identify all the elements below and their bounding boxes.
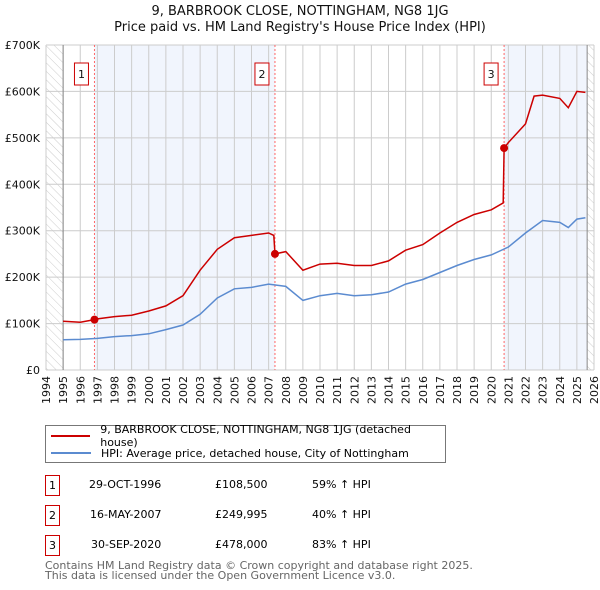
y-tick-label: £0 — [26, 364, 40, 377]
sale-marker-label: 1 — [78, 68, 85, 81]
footer-licence: This data is licensed under the Open Gov… — [45, 569, 396, 582]
x-tick-label: 2015 — [400, 376, 413, 404]
sale-marker-badge: 3 — [45, 535, 60, 556]
y-tick-label: £200K — [5, 271, 41, 284]
y-tick-label: £300K — [5, 225, 41, 238]
sale-point — [90, 315, 99, 324]
x-tick-label: 2021 — [502, 376, 515, 404]
sale-marker-box — [483, 62, 499, 86]
sale-date: 30-SEP-2020 — [91, 538, 162, 551]
x-tick-label: 2020 — [485, 376, 498, 404]
sale-marker-label: 3 — [488, 68, 495, 81]
legend-label: 9, BARBROOK CLOSE, NOTTINGHAM, NG8 1JG (… — [100, 423, 411, 449]
x-tick-label: 1995 — [57, 376, 70, 404]
x-tick-label: 2011 — [331, 376, 344, 404]
y-tick-label: £400K — [5, 178, 41, 191]
x-tick-label: 2017 — [434, 376, 447, 404]
x-tick-label: 2018 — [451, 376, 464, 404]
y-tick-label: £600K — [5, 85, 41, 98]
sale-price: £249,995 — [215, 508, 268, 521]
x-tick-label: 2012 — [348, 376, 361, 404]
shaded-ownership-period — [504, 45, 588, 370]
chart-title: 9, BARBROOK CLOSE, NOTTINGHAM, NG8 1JG — [151, 4, 449, 19]
chart-subtitle: Price paid vs. HM Land Registry's House … — [114, 20, 486, 35]
x-tick-label: 2003 — [194, 376, 207, 404]
shaded-ownership-period — [94, 45, 275, 370]
series-line-hpi — [63, 216, 586, 341]
chart-plot: 1994 1995 1996 1997 1998 1999 2000 2001 2002 2003… — [5, 39, 600, 404]
sale-date: 29-OCT-1996 — [89, 478, 162, 491]
x-tick-label: 2024 — [554, 376, 567, 404]
sale-date: 16-MAY-2007 — [90, 508, 162, 521]
x-tick-label: 2005 — [228, 376, 241, 404]
sale-marker-box — [254, 62, 270, 86]
sale-price: £108,500 — [215, 478, 268, 491]
y-tick-label: £100K — [5, 318, 41, 331]
sale-point — [270, 249, 279, 258]
sale-point — [500, 144, 509, 153]
footer-copyright: Contains HM Land Registry data © Crown c… — [45, 559, 473, 572]
sale-row: 3 30-SEP-2020 £478,000 83% ↑ HPI — [45, 535, 465, 556]
x-tick-label: 2013 — [365, 376, 378, 404]
x-tick-label: 2000 — [143, 376, 156, 404]
x-tick-label: 2023 — [537, 376, 550, 404]
sale-marker-badge: 2 — [45, 505, 60, 526]
sale-hpi: 59% ↑ HPI — [312, 478, 371, 491]
x-tick-label: 1998 — [109, 376, 122, 404]
legend-item-hpi: HPI: Average price, detached house, City… — [46, 445, 409, 461]
x-tick-label: 2010 — [314, 376, 327, 404]
x-tick-label: 2008 — [280, 376, 293, 404]
hatched-no-data-region — [587, 45, 594, 370]
x-tick-label: 2026 — [588, 376, 600, 404]
x-tick-label: 1994 — [40, 376, 53, 404]
x-tick-label: 2016 — [417, 376, 430, 404]
x-tick-label: 2006 — [246, 376, 259, 404]
sale-marker-label: 2 — [258, 68, 265, 81]
sale-marker-box — [73, 62, 89, 86]
x-tick-label: 2022 — [520, 376, 533, 404]
sale-hpi: 40% ↑ HPI — [312, 508, 371, 521]
hatched-no-data-region — [46, 45, 64, 370]
x-tick-label: 2009 — [297, 376, 310, 404]
x-tick-label: 1999 — [126, 376, 139, 404]
sale-row: 1 29-OCT-1996 £108,500 59% ↑ HPI — [45, 475, 465, 496]
x-tick-label: 2002 — [177, 376, 190, 404]
sale-price: £478,000 — [215, 538, 268, 551]
sale-row: 2 16-MAY-2007 £249,995 40% ↑ HPI — [45, 505, 465, 526]
series-line-property — [63, 90, 586, 323]
sale-hpi: 83% ↑ HPI — [312, 538, 371, 551]
x-tick-label: 2019 — [468, 376, 481, 404]
x-tick-label: 2014 — [383, 376, 396, 404]
x-tick-label: 1997 — [91, 376, 104, 404]
x-tick-label: 2025 — [571, 376, 584, 404]
sale-marker-badge: 1 — [45, 475, 60, 496]
x-tick-label: 2004 — [211, 376, 224, 404]
legend-label: HPI: Average price, detached house, City… — [101, 446, 409, 460]
legend-item-property: 9, BARBROOK CLOSE, NOTTINGHAM, NG8 1JG (… — [46, 423, 445, 449]
x-tick-label: 2007 — [263, 376, 276, 404]
y-tick-label: £700K — [5, 39, 41, 52]
legend: 9, BARBROOK CLOSE, NOTTINGHAM, NG8 1JG (… — [45, 423, 446, 463]
x-tick-label: 1996 — [74, 376, 87, 404]
x-tick-label: 2001 — [160, 376, 173, 404]
y-tick-label: £500K — [5, 132, 41, 145]
